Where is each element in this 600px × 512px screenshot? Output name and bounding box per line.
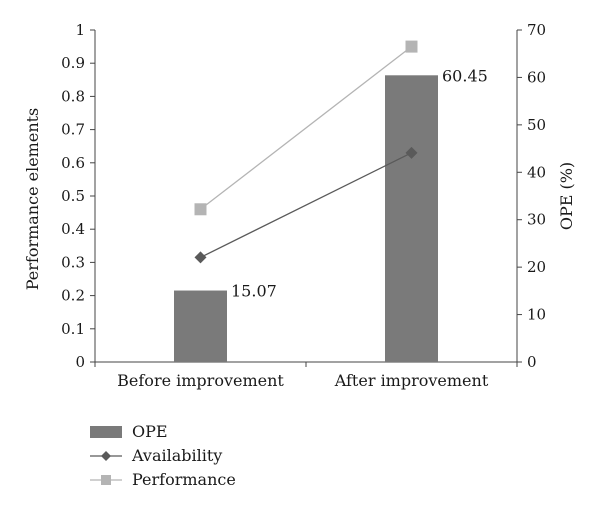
- legend-label-ope: OPE: [132, 422, 168, 441]
- legend-label-performance: Performance: [132, 470, 236, 489]
- performance-line: [200, 46, 412, 210]
- right-tick-label: 20: [527, 258, 546, 276]
- left-y-axis: 0 0.1 0.2 0.3 0.4 0.5 0.6 0.7 0.8 0.9 1 Performance…: [23, 21, 96, 371]
- availability-line: [200, 152, 412, 259]
- legend: OPE Availability Performance: [90, 422, 236, 489]
- ope-bar-value-label: 15.07: [231, 282, 277, 301]
- availability-point: [405, 146, 418, 159]
- left-tick-label: 1: [75, 21, 85, 39]
- left-tick-label: 0.3: [61, 253, 85, 271]
- performance-point: [194, 203, 207, 216]
- ope-bars: 15.07 60.45: [174, 66, 488, 363]
- left-tick-label: 0.1: [61, 320, 85, 338]
- legend-marker-performance: [101, 475, 111, 485]
- ope-bar-value-label: 60.45: [442, 66, 488, 85]
- left-tick-label: 0: [75, 353, 85, 371]
- x-tick-label: Before improvement: [117, 371, 284, 390]
- left-tick-label: 0.7: [61, 121, 85, 139]
- right-tick-label: 40: [527, 163, 546, 181]
- right-tick-label: 50: [527, 116, 546, 134]
- legend-swatch-ope: [90, 426, 122, 438]
- right-tick-label: 60: [527, 68, 546, 86]
- right-tick-label: 30: [527, 211, 546, 229]
- right-tick-label: 10: [527, 306, 546, 324]
- ope-bar: [174, 290, 227, 362]
- legend-label-availability: Availability: [131, 446, 222, 465]
- left-tick-label: 0.5: [61, 187, 85, 205]
- right-y-axis: 0 10 20 30 40 50 60 70 OPE (%): [516, 21, 576, 371]
- left-tick-label: 0.6: [61, 154, 85, 172]
- x-tick-label: After improvement: [334, 371, 489, 390]
- performance-point: [405, 40, 418, 53]
- legend-marker-availability: [101, 451, 111, 461]
- right-tick-label: 0: [527, 353, 537, 371]
- series-lines: [194, 40, 418, 264]
- right-tick-label: 70: [527, 21, 546, 39]
- left-tick-label: 0.9: [61, 54, 85, 72]
- x-axis: Before improvement After improvement: [94, 361, 518, 390]
- left-tick-label: 0.8: [61, 87, 85, 105]
- left-axis-title: Performance elements: [23, 108, 42, 291]
- availability-point: [194, 251, 207, 264]
- ope-bar: [385, 75, 438, 363]
- right-axis-title: OPE (%): [557, 162, 576, 230]
- left-tick-label: 0.4: [61, 220, 85, 238]
- left-tick-label: 0.2: [61, 287, 85, 305]
